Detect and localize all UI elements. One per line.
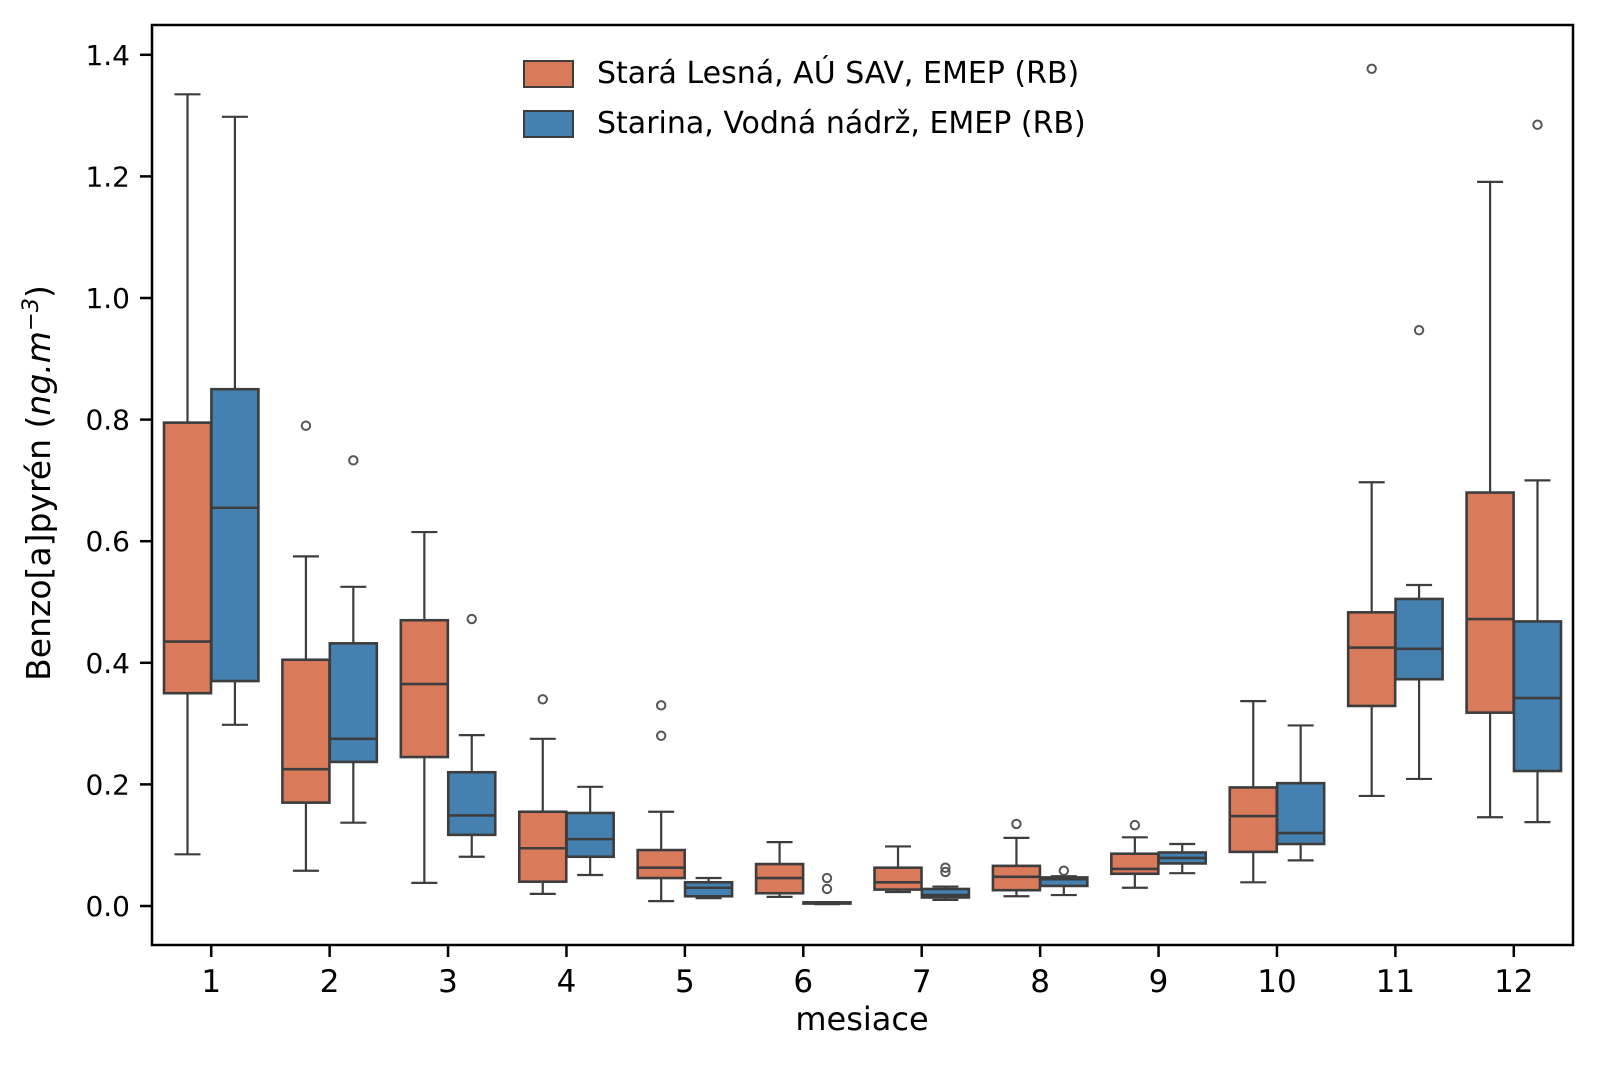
legend-entry-starina: Starina, Vodná nádrž, EMEP (RB) (523, 109, 1086, 139)
y-axis-title-main: Benzo[a]pyrén (19, 438, 58, 681)
outlier-m7-s1-0 (940, 866, 951, 878)
box-m7-s0 (873, 866, 923, 891)
y-axis-title-close: ) (19, 285, 58, 299)
legend-entry-stara-lesna: Stará Lesná, AÚ SAV, EMEP (RB) (523, 59, 1086, 89)
box-m11-s0 (1346, 611, 1397, 708)
legend: Stará Lesná, AÚ SAV, EMEP (RB) Starina, … (523, 59, 1086, 139)
box-m10-s1 (1275, 781, 1326, 846)
box-m10-s0 (1228, 786, 1279, 854)
box-m12-s0 (1465, 491, 1515, 714)
x-tick-label-3: 3 (438, 964, 458, 1000)
y-tick-label-1.0: 1.0 (85, 282, 130, 315)
x-tick-label-8: 8 (1030, 964, 1050, 1000)
outlier-m8-s1-0 (1058, 865, 1070, 876)
x-tick-label-12: 12 (1494, 964, 1533, 1000)
x-tick-label-5: 5 (675, 964, 695, 1000)
outlier-m7-s1-1 (940, 862, 951, 873)
outlier-m9-s0-0 (1129, 819, 1141, 831)
outlier-m6-s1-0 (821, 872, 833, 884)
x-tick-label-9: 9 (1149, 964, 1169, 1000)
outlier-m5-s0-0 (655, 730, 667, 741)
box-m2-s0 (281, 658, 331, 804)
x-tick-label-11: 11 (1376, 964, 1415, 1000)
outlier-m2-s0-0 (300, 420, 312, 431)
legend-swatch-blue (523, 110, 574, 138)
x-tick-label-10: 10 (1257, 964, 1296, 1000)
box-m7-s1 (920, 887, 971, 899)
y-tick-label-0.6: 0.6 (85, 525, 130, 558)
box-m1-s1 (210, 387, 260, 683)
outlier-m8-s0-0 (1011, 818, 1022, 830)
y-axis-title-open: ( (19, 415, 58, 439)
legend-label-starina: Starina, Vodná nádrž, EMEP (RB) (597, 106, 1086, 141)
y-tick-label-0.4: 0.4 (85, 647, 130, 680)
box-m4-s0 (517, 810, 568, 883)
legend-swatch-orange (523, 60, 574, 88)
y-tick-label-0.0: 0.0 (85, 890, 130, 923)
plot-frame (150, 23, 1575, 947)
box-m11-s1 (1394, 597, 1444, 681)
box-m5-s0 (636, 848, 686, 880)
x-tick-label-1: 1 (201, 964, 221, 1000)
outlier-m4-s0-0 (537, 694, 548, 705)
outlier-m6-s1-1 (821, 883, 833, 895)
x-tick-label-7: 7 (912, 964, 932, 1000)
x-axis-title: mesiace (795, 1000, 929, 1038)
outlier-m11-s1-0 (1413, 325, 1425, 336)
box-m5-s1 (683, 880, 734, 898)
outlier-m12-s1-0 (1532, 119, 1543, 130)
x-tick-label-4: 4 (557, 964, 577, 1000)
box-m3-s0 (399, 618, 450, 759)
y-tick-label-1.4: 1.4 (85, 39, 130, 72)
outlier-m11-s0-0 (1366, 63, 1377, 74)
y-tick-label-1.2: 1.2 (85, 160, 130, 193)
outlier-m5-s0-1 (655, 700, 667, 711)
box-m8-s1 (1039, 876, 1089, 888)
x-tick-label-2: 2 (320, 964, 340, 1000)
box-m1-s0 (162, 421, 213, 695)
outlier-m3-s1-0 (466, 613, 477, 625)
outlier-m2-s1-0 (348, 455, 359, 466)
y-axis-title-exponent: −3 (18, 298, 44, 332)
box-m3-s1 (446, 770, 497, 837)
box-m2-s1 (328, 642, 379, 764)
y-tick-label-0.2: 0.2 (85, 768, 130, 801)
box-m9-s0 (1110, 852, 1160, 876)
box-m4-s1 (565, 811, 615, 859)
legend-label-stara-lesna: Stará Lesná, AÚ SAV, EMEP (RB) (597, 56, 1080, 91)
box-m12-s1 (1512, 620, 1563, 773)
x-tick-label-6: 6 (793, 964, 813, 1000)
y-axis-title: Benzo[a]pyrén (ng.m−3) (18, 285, 58, 681)
y-axis-title-unit: ng.m (19, 331, 58, 416)
y-tick-label-0.8: 0.8 (85, 404, 130, 437)
